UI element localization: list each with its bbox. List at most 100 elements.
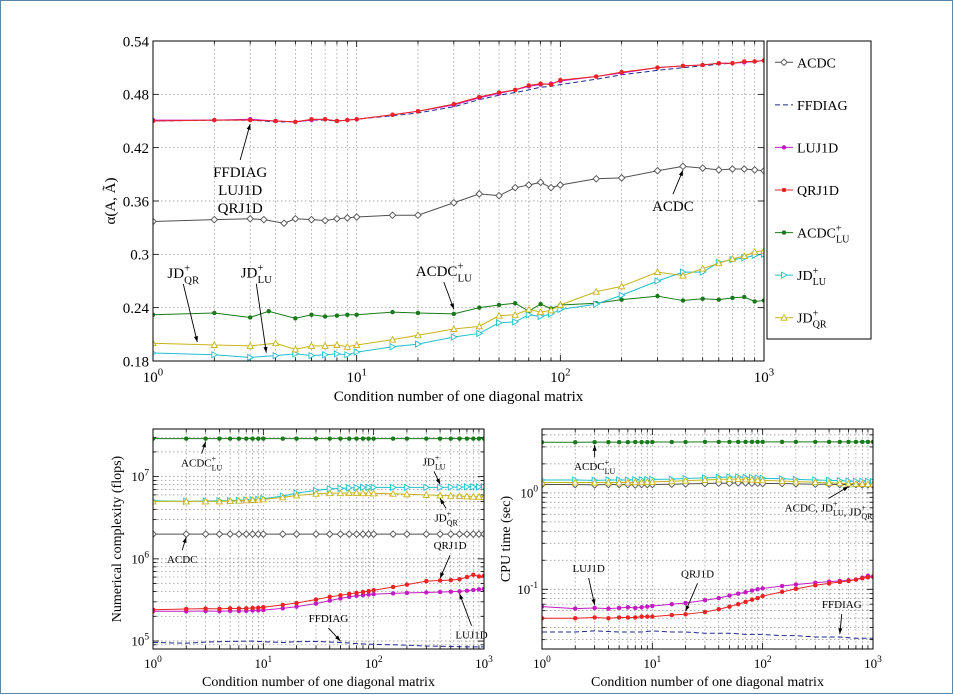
annotation-label: ACDC+LU (181, 455, 222, 473)
series-line-acdc_lu (153, 296, 764, 318)
data-point-qrj1d (424, 579, 428, 583)
series-line-luj1d (153, 61, 764, 122)
data-point-jd_lu (334, 351, 340, 357)
data-point-acdc_lu (539, 302, 543, 306)
data-point-acdc_lu (838, 440, 842, 444)
data-point-acdc_lu (701, 297, 705, 301)
data-point-acdc_lu (295, 437, 299, 441)
data-point-acdc_lu (367, 437, 371, 441)
x-axis-label: Condition number of one diagonal matrix (334, 389, 584, 405)
data-point-jd_lu (451, 334, 457, 340)
series-ffdiag (153, 61, 764, 122)
series-line-ffdiag (542, 631, 873, 638)
data-point-qrj1d (593, 615, 597, 619)
data-point-acdc_lu (458, 437, 462, 441)
annotation: LUJ1D (455, 594, 487, 642)
data-point-acdc (334, 216, 340, 222)
data-point-acdc_lu (228, 437, 232, 441)
legend-marker (782, 145, 786, 149)
data-point-qrj1d (633, 615, 637, 619)
annotation: JD+LU (241, 262, 272, 353)
annotation: JD+QR (434, 498, 458, 527)
data-point-acdc (370, 531, 376, 537)
data-point-jd_lu (477, 330, 483, 336)
data-point-acdc (313, 531, 319, 537)
data-point-acdc_lu (730, 296, 734, 300)
data-point-luj1d (593, 606, 597, 610)
data-point-acdc (680, 163, 686, 169)
y-tick-label: 0.18 (123, 354, 149, 370)
data-point-acdc_lu (656, 294, 660, 298)
x-axis-label: Condition number of one diagonal matrix (591, 675, 824, 690)
data-point-qrj1d (854, 578, 858, 582)
data-point-qrj1d (742, 59, 746, 63)
data-point-acdc (346, 531, 352, 537)
data-point-acdc_lu (477, 437, 481, 441)
annotation-label: QRJ1D (218, 201, 263, 217)
series-luj1d (151, 59, 766, 124)
data-point-acdc (183, 531, 189, 537)
x-tick-label: 100 (533, 655, 551, 671)
data-point-qrj1d (727, 605, 731, 609)
data-point-acdc (260, 531, 266, 537)
data-point-acdc_lu (827, 440, 831, 444)
series-acdc_lu (151, 294, 766, 320)
data-point-qrj1d (761, 594, 765, 598)
data-point-acdc_lu (633, 440, 637, 444)
data-point-luj1d (744, 590, 748, 594)
x-tick-label: 100 (144, 655, 162, 671)
data-point-qrj1d (361, 590, 365, 594)
data-point-luj1d (780, 584, 784, 588)
annotation-arrow (256, 284, 266, 353)
data-point-acdc_lu (681, 299, 685, 303)
data-point-acdc (308, 216, 314, 222)
data-point-acdc_lu (813, 440, 817, 444)
series-line-ffdiag (153, 641, 484, 647)
data-point-qrj1d (594, 75, 598, 79)
data-point-jd_lu (497, 320, 503, 326)
annotation: JD+QR (167, 262, 200, 342)
data-point-acdc (322, 217, 328, 223)
data-point-acdc_lu (606, 440, 610, 444)
data-point-luj1d (684, 601, 688, 605)
annotation: FFDIAG (822, 599, 862, 634)
annotation-arrow (183, 284, 197, 342)
data-point-luj1d (670, 602, 674, 606)
data-point-qrj1d (744, 600, 748, 604)
data-point-acdc_lu (513, 301, 517, 305)
data-point-qrj1d (827, 581, 831, 585)
data-point-qrj1d (703, 610, 707, 614)
data-point-acdc (337, 531, 343, 537)
data-point-acdc_lu (780, 440, 784, 444)
series-ffdiag (153, 641, 484, 647)
data-point-qrj1d (620, 70, 624, 74)
data-point-qrj1d (730, 61, 734, 65)
data-point-luj1d (372, 592, 376, 596)
data-point-qrj1d (617, 615, 621, 619)
data-point-luj1d (645, 605, 649, 609)
data-point-acdc_lu (670, 440, 674, 444)
y-tick-label: 106 (131, 551, 149, 567)
legend-label: LUJ1D (797, 141, 838, 156)
annotation-label: LUJ1D (218, 183, 262, 199)
data-point-acdc_lu (573, 440, 577, 444)
annotation-label: LUJ1D (572, 563, 604, 575)
data-point-qrj1d (471, 573, 475, 577)
data-point-acdc_lu (424, 437, 428, 441)
data-point-luj1d (727, 594, 731, 598)
data-point-acdc_lu (477, 306, 481, 310)
data-point-acdc_lu (753, 299, 757, 303)
data-point-acdc (261, 216, 267, 222)
data-point-luj1d (458, 589, 462, 593)
data-point-luj1d (650, 604, 654, 608)
series-jd_qr (150, 490, 487, 504)
data-point-luj1d (626, 605, 630, 609)
data-point-qrj1d (212, 118, 216, 122)
data-point-acdc (618, 175, 624, 181)
annotation-label: ACDC+LU (416, 260, 472, 284)
annotation-arrowhead (679, 170, 683, 176)
data-point-qrj1d (756, 596, 760, 600)
